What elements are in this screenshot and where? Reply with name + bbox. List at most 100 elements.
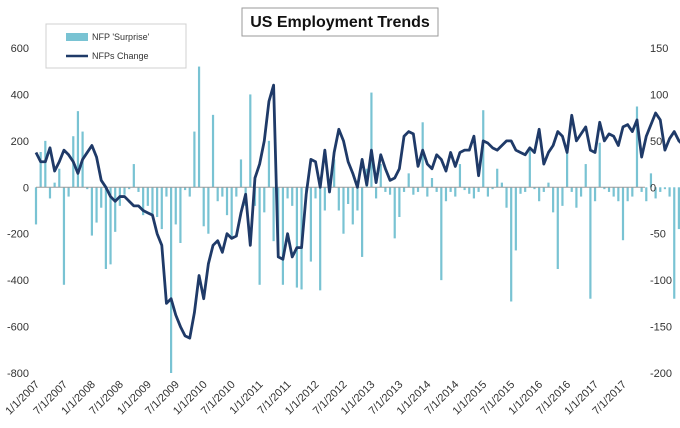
surprise-bar <box>216 187 219 202</box>
surprise-bar <box>570 187 573 192</box>
surprise-bar <box>458 164 462 188</box>
surprise-bar <box>361 187 364 257</box>
surprise-bar <box>561 187 564 206</box>
surprise-bar <box>183 187 187 191</box>
surprise-bar <box>584 164 587 188</box>
surprise-bar <box>142 187 145 216</box>
surprise-bar <box>566 150 569 188</box>
surprise-bar <box>552 187 555 213</box>
surprise-bar <box>635 106 639 188</box>
surprise-bar <box>156 187 159 217</box>
surprise-bar <box>34 187 38 225</box>
surprise-bar <box>123 187 126 195</box>
surprise-bar <box>146 187 149 206</box>
surprise-bar <box>295 187 298 288</box>
surprise-bar <box>263 187 266 213</box>
surprise-bar <box>48 187 52 199</box>
surprise-bar <box>100 187 103 208</box>
surprise-bar <box>533 187 536 190</box>
surprise-bar <box>407 173 410 188</box>
surprise-bar <box>663 187 667 190</box>
surprise-bars <box>34 66 680 373</box>
surprise-bar <box>62 187 66 285</box>
surprise-bar <box>374 187 378 199</box>
surprise-bar <box>654 187 657 199</box>
surprise-bar <box>640 187 643 192</box>
right-axis-tick-label: 50 <box>650 136 662 148</box>
surprise-bar <box>225 187 229 216</box>
surprise-bar <box>598 142 601 188</box>
surprise-bar <box>603 187 606 190</box>
surprise-bar <box>132 164 135 188</box>
surprise-bar <box>589 187 592 299</box>
surprise-bar <box>188 187 191 197</box>
surprise-bar <box>90 187 93 236</box>
surprise-bar <box>337 187 340 211</box>
surprise-bar <box>193 131 196 188</box>
surprise-bar <box>230 187 233 239</box>
surprise-bar <box>314 187 317 199</box>
surprise-bar <box>179 187 182 243</box>
surprise-bar <box>137 187 140 192</box>
surprise-bar <box>207 187 210 234</box>
surprise-bar <box>286 187 289 199</box>
surprise-bar <box>239 159 243 188</box>
surprise-bar <box>342 187 345 234</box>
left-axis-ticks: 600 400 200 0 -200 -400 -600 -800 <box>7 43 29 380</box>
surprise-bar <box>319 187 322 291</box>
surprise-bar <box>323 187 326 211</box>
surprise-bar <box>575 187 578 208</box>
surprise-bar <box>109 187 112 265</box>
surprise-bar <box>454 187 457 197</box>
surprise-bar <box>677 187 680 230</box>
surprise-bar <box>384 187 387 192</box>
surprise-bar <box>58 168 61 188</box>
left-axis-tick-label: -200 <box>7 229 29 241</box>
surprise-bar <box>510 187 513 302</box>
surprise-bar <box>612 187 615 197</box>
surprise-bar <box>547 182 550 188</box>
surprise-bar <box>673 187 676 299</box>
surprise-bar <box>114 187 117 232</box>
surprise-bar <box>291 187 294 206</box>
surprise-bar <box>333 159 336 188</box>
surprise-bar <box>393 187 396 239</box>
legend: NFP 'Surprise' NFPs Change <box>45 23 187 69</box>
left-axis-tick-label: -400 <box>7 275 29 287</box>
surprise-bar <box>449 187 452 192</box>
surprise-bar <box>174 187 177 225</box>
x-axis-ticks: 1/1/20077/1/20071/1/20087/1/20081/1/2009… <box>3 379 629 418</box>
surprise-bar <box>235 187 238 197</box>
surprise-bar <box>370 92 373 188</box>
nfp-change-line <box>34 83 680 340</box>
right-axis-tick-label: 0 <box>650 182 656 194</box>
legend-label-nfp-change: NFPs Change <box>92 51 149 61</box>
surprise-bar <box>412 187 415 195</box>
right-axis-tick-label: -150 <box>650 322 672 334</box>
surprise-bar <box>379 164 382 188</box>
surprise-bar <box>430 178 434 188</box>
surprise-bar <box>347 187 350 204</box>
left-axis-tick-label: 0 <box>23 182 29 194</box>
surprise-bar <box>272 187 275 242</box>
surprise-bar <box>388 187 392 195</box>
surprise-bar <box>39 152 42 188</box>
surprise-bar <box>593 187 597 202</box>
surprise-bar <box>402 187 406 192</box>
legend-label-surprise: NFP 'Surprise' <box>92 32 150 42</box>
surprise-bar <box>645 187 648 202</box>
surprise-bar <box>53 182 56 188</box>
surprise-bar <box>160 187 163 230</box>
surprise-bar <box>649 173 653 188</box>
surprise-bar <box>249 94 252 188</box>
surprise-bar <box>617 187 620 202</box>
surprise-bar <box>477 187 480 192</box>
surprise-bar <box>621 187 625 241</box>
surprise-bar <box>514 187 517 251</box>
left-axis-tick-label: -800 <box>7 368 29 380</box>
right-axis-ticks: 150 100 50 0 -50 -100 -150 -200 <box>650 43 672 380</box>
chart-title: US Employment Trends <box>241 7 439 37</box>
surprise-bar <box>519 187 522 194</box>
left-axis-tick-label: 200 <box>11 136 29 148</box>
